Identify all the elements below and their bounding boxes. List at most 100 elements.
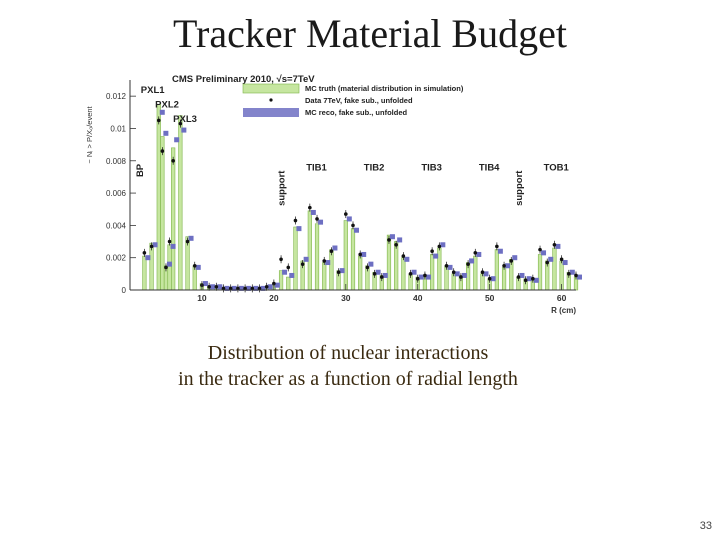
mc-truth-bar [167, 244, 172, 291]
mc-reco-marker [253, 285, 259, 291]
mc-truth-bar [156, 103, 161, 291]
mc-reco-marker [418, 274, 424, 280]
mc-reco-marker [397, 237, 403, 243]
mc-reco-marker [569, 269, 575, 275]
data-point [365, 265, 370, 270]
mc-reco-marker [296, 226, 302, 232]
data-point [149, 244, 154, 249]
data-point [329, 249, 334, 254]
data-point [466, 262, 470, 266]
material-budget-chart: 0 0.002 0.004 0.006 0.008 0.01 0.012 10 20 30 40 50… [85, 74, 582, 315]
data-point [178, 121, 183, 126]
data-point [221, 286, 226, 291]
mc-reco-marker [519, 272, 525, 278]
mc-reco-marker [447, 264, 453, 270]
region-label: TIB3 [421, 162, 442, 173]
region-label: TIB4 [479, 162, 500, 173]
mc-reco-marker [404, 256, 410, 262]
mc-reco-marker [354, 227, 359, 233]
data-point [538, 247, 542, 252]
mc-reco-marker [476, 251, 482, 257]
data-point [214, 284, 219, 289]
data-point [358, 252, 362, 257]
mc-reco-marker [389, 234, 395, 240]
x-tick-label: 10 [197, 293, 207, 303]
data-point [207, 284, 211, 289]
mc-reco-marker [433, 253, 439, 259]
data-point [344, 212, 348, 216]
mc-reco-marker [555, 243, 561, 249]
mc-truth-bar [160, 136, 165, 291]
mc-reco-marker [210, 284, 216, 290]
region-label: TIB2 [364, 162, 385, 173]
data-point [293, 218, 298, 223]
mc-reco-marker [325, 260, 331, 266]
mc-reco-marker [217, 284, 223, 290]
mc-reco-marker [562, 260, 568, 266]
data-point [164, 265, 168, 270]
mc-reco-marker [195, 264, 201, 270]
mc-truth-bar [343, 220, 348, 291]
mc-reco-marker [454, 271, 460, 277]
data-point [509, 259, 514, 263]
y-tick-label: 0.002 [106, 254, 127, 263]
data-point [142, 251, 147, 255]
region-label: support [514, 170, 525, 206]
data-point [430, 249, 434, 254]
mc-reco-marker [170, 243, 176, 249]
legend-swatch-mc-truth [242, 83, 300, 94]
data-point [322, 259, 327, 263]
mc-reco-marker [461, 272, 467, 278]
data-point [167, 239, 172, 244]
data-point [387, 238, 391, 242]
mc-reco-marker [267, 284, 273, 290]
mc-reco-marker [368, 261, 374, 267]
mc-reco-marker [174, 137, 180, 143]
mc-reco-marker [303, 256, 309, 262]
region-label: PXL3 [173, 114, 197, 125]
mc-reco-marker [425, 274, 431, 280]
mc-reco-marker [310, 209, 316, 215]
data-point [156, 118, 161, 123]
x-tick-label: 20 [269, 293, 279, 303]
y-tick-label: 0.008 [106, 157, 127, 166]
data-point [451, 270, 456, 275]
region-label: PXL1 [141, 85, 165, 96]
mc-truth-bar [501, 267, 507, 291]
data-point [228, 286, 233, 291]
mc-reco-marker [260, 285, 266, 291]
data-point [459, 275, 463, 279]
data-point [171, 158, 175, 163]
y-tick-label: 0 [122, 286, 127, 295]
mc-reco-marker [145, 255, 151, 261]
mc-truth-bar [350, 228, 356, 291]
data-point [351, 223, 355, 228]
mc-truth-bar [293, 226, 298, 291]
mc-truth-bar [358, 255, 363, 291]
chart-title: CMS Preliminary 2010, √s=7TeV [172, 74, 315, 85]
mc-reco-marker [541, 250, 547, 256]
x-tick-label: 50 [485, 293, 495, 303]
region-label: TOB1 [544, 162, 570, 173]
mc-reco-marker [361, 251, 367, 257]
data-point [372, 272, 377, 276]
mc-reco-marker [577, 274, 582, 280]
mc-reco-marker [188, 235, 194, 241]
region-label: TIB1 [306, 162, 327, 173]
mc-truth-bar [401, 257, 406, 291]
data-point [308, 205, 312, 210]
data-point [394, 242, 398, 247]
mc-truth-bar [314, 223, 320, 291]
mc-truth-bar [394, 241, 399, 291]
y-axis-label: ~ Nᵢ > P/X₀/event [85, 105, 94, 163]
mc-reco-marker [159, 109, 165, 115]
slide-title: Tracker Material Budget [173, 11, 567, 56]
x-axis-label: R (cm) [551, 306, 576, 315]
legend-label: MC truth (material distribution in simul… [305, 84, 464, 93]
data-point [250, 286, 255, 291]
x-tick-label: 30 [341, 293, 351, 303]
data-point [487, 276, 492, 281]
data-point [502, 263, 506, 268]
mc-reco-marker [339, 268, 345, 274]
y-tick-label: 0.004 [106, 221, 127, 230]
